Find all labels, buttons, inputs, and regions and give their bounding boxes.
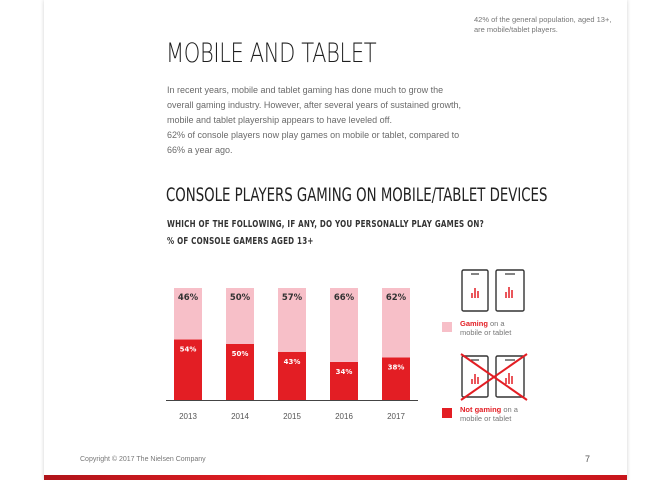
bar-not-gaming-2013	[174, 339, 202, 400]
phone-tablet-icon	[461, 269, 525, 312]
bar-gaming-2016	[330, 288, 358, 362]
bar-gaming-2017	[382, 288, 410, 358]
data-label-not-gaming-2016: 34%	[336, 368, 353, 376]
data-label-gaming-2015: 57%	[282, 293, 303, 303]
copyright: Copyright © 2017 The Nielsen Company	[80, 456, 206, 463]
x-tick-label-2013: 2013	[179, 412, 197, 421]
data-label-not-gaming-2013: 54%	[180, 346, 197, 354]
chart-question: WHICH OF THE FOLLOWING, IF ANY, DO YOU P…	[167, 219, 484, 230]
data-label-gaming-2013: 46%	[178, 293, 199, 303]
x-tick-label-2015: 2015	[283, 412, 301, 421]
intro-paragraph-2: 62% of console players now play games on…	[167, 130, 460, 155]
x-tick-label-2017: 2017	[387, 412, 405, 421]
stacked-bar-chart: 46% 54% 2013 50% 50% 2014 57% 43% 2015 66% 34% 2016…	[166, 288, 418, 421]
data-label-not-gaming-2014: 50%	[232, 350, 249, 358]
bar-gaming-2015	[278, 288, 306, 352]
data-label-gaming-2014: 50%	[230, 293, 251, 303]
legend-swatch-not-gaming	[442, 408, 452, 418]
data-label-gaming-2017: 62%	[386, 293, 407, 303]
bar-not-gaming-2017	[382, 357, 410, 400]
chart-subtitle: % OF CONSOLE GAMERS AGED 13+	[167, 236, 314, 247]
phone-tablet-crossed-icon	[460, 353, 528, 401]
data-label-not-gaming-2015: 43%	[284, 358, 301, 366]
chart-title: CONSOLE PLAYERS GAMING ON MOBILE/TABLET …	[166, 184, 548, 206]
page-title: MOBILE AND TABLET	[166, 38, 377, 69]
page-number: 7	[585, 454, 591, 464]
bar-gaming-2013	[174, 288, 202, 340]
bar-gaming-2014	[226, 288, 254, 344]
intro-text: In recent years, mobile and tablet gamin…	[167, 83, 467, 158]
data-label-not-gaming-2017: 38%	[388, 363, 405, 371]
sidenote: 42% of the general population, aged 13+,…	[474, 15, 612, 34]
x-tick-label-2014: 2014	[231, 412, 249, 421]
legend-label-gaming: Gaming on a mobile or tablet	[460, 319, 512, 337]
legend-label-not-gaming: Not gaming on a mobile or tablet	[460, 405, 518, 423]
legend-swatch-gaming	[442, 322, 452, 332]
intro-paragraph-1: In recent years, mobile and tablet gamin…	[167, 85, 461, 125]
footer-bar	[44, 475, 627, 480]
bar-not-gaming-2015	[278, 351, 306, 400]
x-tick-label-2016: 2016	[335, 412, 353, 421]
data-label-gaming-2016: 66%	[334, 293, 355, 303]
bar-not-gaming-2016	[330, 361, 358, 400]
bar-not-gaming-2014	[226, 344, 254, 400]
